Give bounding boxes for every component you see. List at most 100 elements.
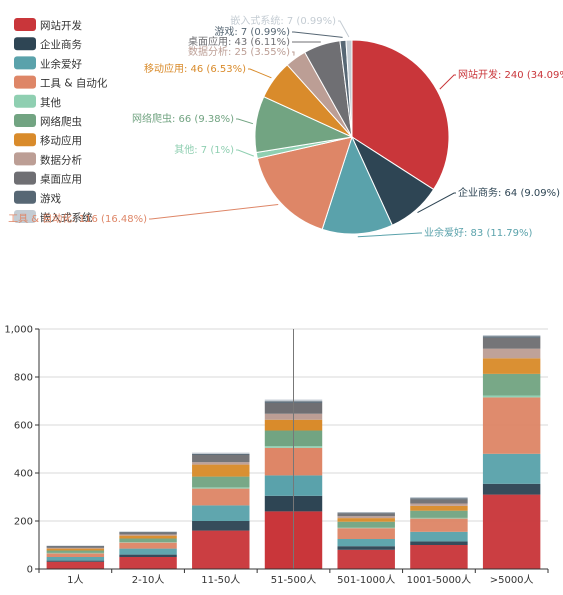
bar-segment[interactable] — [337, 528, 395, 539]
bar-segment[interactable] — [46, 547, 105, 549]
legend-label[interactable]: 工具 & 自动化 — [40, 77, 108, 90]
bar-segment[interactable] — [482, 494, 541, 569]
bar-segment[interactable] — [337, 549, 395, 569]
bar-segment[interactable] — [337, 546, 395, 550]
bar-segment[interactable] — [119, 542, 177, 549]
bar-segment[interactable] — [410, 503, 468, 506]
pie-label-line — [357, 232, 422, 238]
bar-segment[interactable] — [192, 521, 250, 531]
bar-segment[interactable] — [482, 337, 541, 349]
pie-slice[interactable] — [321, 135, 393, 235]
bar-segment[interactable] — [119, 535, 177, 539]
bar-segment[interactable] — [192, 505, 250, 521]
bar-segment[interactable] — [46, 550, 105, 553]
pie-slice[interactable] — [256, 136, 353, 230]
bar-segment[interactable] — [46, 560, 105, 562]
bar-segment[interactable] — [337, 521, 395, 528]
bar-segment[interactable] — [482, 336, 541, 338]
bar-segment[interactable] — [192, 455, 250, 463]
y-tick-label: 200 — [14, 517, 33, 528]
legend-label[interactable]: 网络爬虫 — [40, 115, 82, 128]
bar-segment[interactable] — [46, 557, 105, 561]
legend-label[interactable]: 网站开发 — [40, 19, 82, 32]
bar-segment[interactable] — [119, 538, 177, 543]
bar-segment[interactable] — [192, 488, 250, 506]
stacked-bar-chart: 0 200 400 600 800 1,000 1人 2-10人 11-50人 51-500人 50… — [4, 325, 549, 586]
pie-label-line — [338, 20, 350, 38]
legend-swatch[interactable] — [14, 94, 36, 108]
legend-label[interactable]: 移动应用 — [40, 134, 82, 147]
bar-segment[interactable] — [337, 512, 395, 514]
bar-segment[interactable] — [410, 531, 468, 542]
legend-label[interactable]: 嵌入式系统 — [40, 211, 93, 224]
bar-segment[interactable] — [119, 532, 177, 535]
bar-segment[interactable] — [482, 373, 541, 396]
bar-segment[interactable] — [119, 557, 177, 569]
legend-swatch[interactable] — [14, 133, 36, 147]
legend-swatch[interactable] — [14, 37, 36, 51]
bar-segment[interactable] — [192, 453, 250, 455]
bar-segment[interactable] — [482, 483, 541, 495]
bar-segment[interactable] — [410, 499, 468, 504]
bar-segment[interactable] — [482, 358, 541, 374]
bar-segment[interactable] — [192, 487, 250, 489]
legend-label[interactable]: 游戏 — [40, 192, 61, 205]
bar-segment[interactable] — [119, 534, 177, 536]
bar-segment[interactable] — [410, 545, 468, 569]
bar-segment[interactable] — [410, 518, 468, 532]
bar-segment[interactable] — [46, 548, 105, 551]
legend-swatch[interactable] — [14, 210, 36, 223]
bar-segment[interactable] — [410, 497, 468, 499]
bar-segment[interactable] — [192, 462, 250, 465]
legend-label[interactable]: 桌面应用 — [40, 173, 82, 186]
pie-slice-label: 工具 & 自动化: 116 (16.48%) — [8, 212, 147, 225]
bar-segment[interactable] — [192, 476, 250, 488]
y-tick-label: 400 — [14, 469, 33, 480]
pie-slice-label: 其他: 7 (1%) — [174, 143, 234, 156]
bar-segment[interactable] — [119, 531, 177, 533]
bar-segment[interactable] — [192, 464, 250, 477]
bar-segment[interactable] — [192, 530, 250, 569]
legend-swatch[interactable] — [14, 56, 36, 70]
legend-swatch[interactable] — [14, 190, 36, 204]
legend-swatch[interactable] — [14, 114, 36, 127]
legend-label[interactable]: 数据分析 — [40, 153, 82, 166]
pie-slice-label: 网络爬虫: 66 (9.38%) — [132, 112, 234, 125]
x-tick-label: 11-50人 — [201, 574, 240, 586]
bar-segment[interactable] — [482, 395, 541, 398]
bar-segment[interactable] — [337, 518, 395, 522]
bar-segment[interactable] — [410, 505, 468, 511]
bar-segment[interactable] — [46, 553, 105, 557]
legend-swatch[interactable] — [14, 152, 36, 166]
bar-segment[interactable] — [337, 516, 395, 519]
bar-segment[interactable] — [410, 498, 468, 500]
bar-segment[interactable] — [482, 397, 541, 454]
bar-segment[interactable] — [119, 548, 177, 555]
bar-segment[interactable] — [46, 546, 105, 548]
bar-segment[interactable] — [482, 335, 541, 337]
bar-segment[interactable] — [410, 517, 468, 519]
x-tick-label: 1人 — [67, 574, 83, 586]
legend-swatch[interactable] — [14, 18, 36, 31]
bar-segment[interactable] — [192, 452, 250, 454]
bar-segment[interactable] — [410, 510, 468, 518]
pie-slice-label: 桌面应用: 43 (6.11%) — [188, 35, 290, 48]
bar-segment[interactable] — [482, 453, 541, 484]
bar-segment[interactable] — [119, 554, 177, 557]
pie-label-line — [292, 31, 343, 38]
bar-segment[interactable] — [337, 513, 395, 517]
pie-slice[interactable] — [345, 39, 353, 138]
bar-segment[interactable] — [482, 348, 541, 359]
bar-segment[interactable] — [337, 539, 395, 547]
bar-segment[interactable] — [46, 561, 105, 569]
legend-swatch[interactable] — [14, 75, 36, 89]
legend-label[interactable]: 企业商务 — [40, 38, 82, 51]
legend-swatch[interactable] — [14, 171, 36, 185]
pie-slice-label: 企业商务: 64 (9.09%) — [458, 186, 560, 199]
bar-segment[interactable] — [410, 541, 468, 545]
y-tick-label: 1,000 — [4, 325, 33, 336]
legend-label[interactable]: 其他 — [40, 96, 61, 109]
legend-label[interactable]: 业余爱好 — [40, 57, 82, 70]
